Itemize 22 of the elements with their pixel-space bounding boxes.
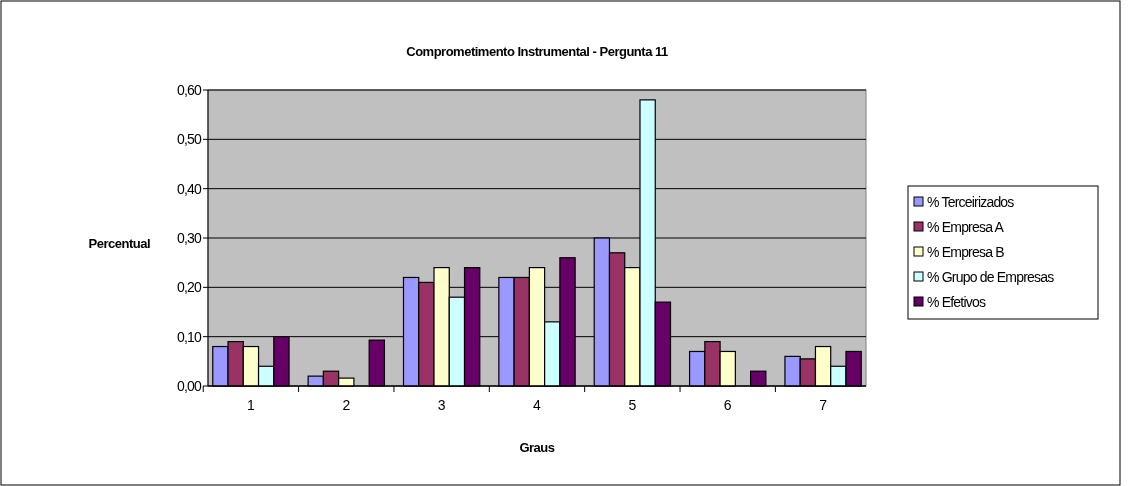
legend-label: % Empresa A: [927, 218, 1005, 235]
y-tick-label: 0,40: [176, 180, 202, 197]
x-tick-label: 2: [342, 397, 351, 413]
legend-label: % Grupo de Empresas: [927, 268, 1055, 285]
y-tick-label: 0,60: [176, 81, 202, 98]
x-tick-label: 4: [533, 397, 542, 413]
y-axis-title: Percentual: [88, 236, 150, 251]
x-tick-label: 6: [723, 397, 732, 413]
y-tick-label: 0,10: [176, 328, 202, 345]
x-tick-label: 3: [437, 397, 446, 413]
y-tick-label: 0,30: [176, 229, 202, 246]
x-tick-label: 5: [628, 397, 637, 413]
x-tick-label: 7: [819, 397, 828, 413]
legend-label: % Efetivos: [927, 293, 986, 310]
x-tick-label: 1: [247, 397, 256, 413]
legend-label: % Terceirizados: [927, 193, 1015, 210]
x-axis-title: Graus: [519, 440, 555, 455]
legend-label: % Empresa B: [927, 243, 1005, 260]
y-tick-label: 0,20: [176, 279, 202, 296]
y-tick-label: 0,50: [176, 131, 202, 148]
y-tick-label: 0,00: [176, 377, 202, 394]
chart-title: Comprometimento Instrumental - Pergunta 11: [406, 44, 668, 59]
